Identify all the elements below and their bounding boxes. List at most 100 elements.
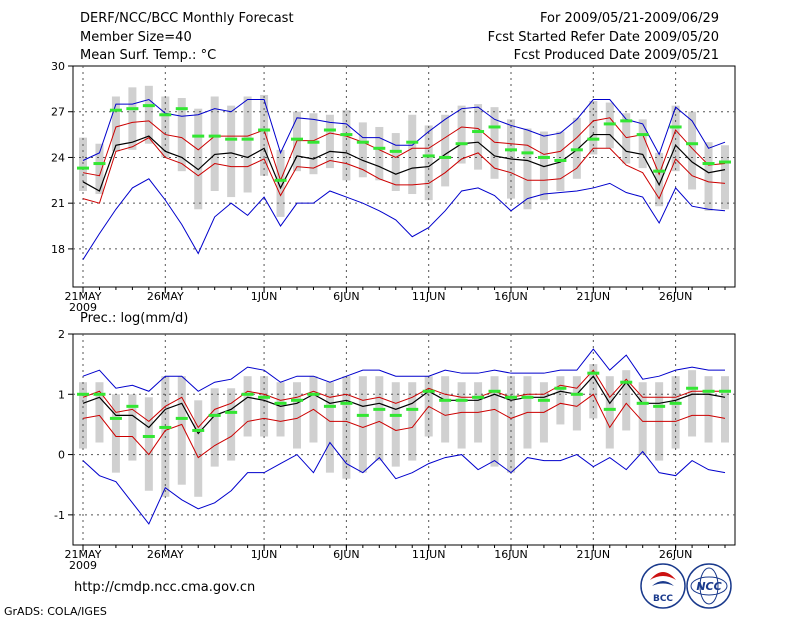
median-marker <box>291 398 303 402</box>
x-tick-label: 6JUN <box>333 290 360 303</box>
x-tick-label: 1JUN <box>251 548 278 561</box>
y-tick-label: 21 <box>51 197 65 210</box>
median-marker <box>274 401 287 405</box>
ncc-logo-text: NCC <box>696 580 721 593</box>
series-line-min <box>82 98 726 161</box>
ensemble-box <box>309 113 318 175</box>
median-marker <box>488 389 501 393</box>
median-marker <box>653 404 666 408</box>
ensemble-box <box>95 143 104 195</box>
y-tick-label: 27 <box>51 106 65 119</box>
median-marker <box>406 407 419 411</box>
plot-frame <box>72 333 736 546</box>
ensemble-box <box>358 376 367 473</box>
ensemble-box <box>375 126 384 181</box>
ensemble-box <box>638 119 647 169</box>
median-marker <box>702 162 715 166</box>
temperature-panel: 18 21 24 27 30 21MAY 26MAY 1JUN 6JUN 11JUN 16JUN 21… <box>51 60 736 314</box>
variable-label: Mean Surf. Temp.: °C <box>80 48 217 63</box>
ensemble-box <box>260 94 269 176</box>
x-year-label: 2009 <box>69 559 97 572</box>
median-marker <box>603 122 616 126</box>
median-marker <box>126 107 139 111</box>
x-tick-label: 6JUN <box>333 548 360 561</box>
ensemble-box <box>227 105 236 198</box>
median-marker <box>340 401 353 405</box>
ensemble-box <box>227 388 236 461</box>
median-marker <box>356 413 369 417</box>
ensemble-box <box>177 376 186 485</box>
median-marker <box>109 108 122 112</box>
y-tick-label: 30 <box>51 60 65 73</box>
chart-title: DERF/NCC/BCC Monthly Forecast <box>80 11 294 26</box>
y-tick-label: 18 <box>51 243 65 256</box>
plot-frame <box>72 65 736 288</box>
median-marker <box>373 407 386 411</box>
median-marker <box>669 401 682 405</box>
series-line-max <box>82 178 726 260</box>
ensemble-box <box>210 388 219 467</box>
ensemble-box <box>408 114 417 195</box>
median-marker <box>653 169 666 173</box>
ensemble-box <box>144 85 153 144</box>
x-tick-label: 21MAY <box>65 290 102 303</box>
ensemble-box <box>490 107 499 179</box>
ensemble-box <box>243 376 252 437</box>
ensemble-box <box>523 128 532 210</box>
ensemble-box <box>704 142 713 211</box>
forecast-period: For 2009/05/21-2009/06/29 <box>540 11 719 26</box>
series-line-upper <box>82 117 726 182</box>
median-marker <box>389 149 402 153</box>
ensemble-box <box>276 382 285 437</box>
series-line-min <box>82 441 726 525</box>
ensemble-box <box>622 113 631 164</box>
median-marker <box>422 154 435 158</box>
median-marker <box>225 137 238 141</box>
ensemble-box <box>243 96 252 193</box>
ensemble-box <box>325 114 334 169</box>
series-line-max <box>82 348 725 392</box>
ensemble-box <box>589 364 598 419</box>
median-marker <box>93 392 106 396</box>
median-marker <box>439 398 452 402</box>
ensemble-box <box>622 370 631 431</box>
median-marker <box>570 392 583 396</box>
x-tick-label: 21JUN <box>577 548 611 561</box>
median-marker <box>505 148 517 152</box>
ensemble-box <box>79 382 87 449</box>
median-marker <box>570 148 583 152</box>
median-marker <box>505 395 517 399</box>
ensemble-box <box>605 102 614 149</box>
median-marker <box>126 404 139 408</box>
median-marker <box>389 413 402 417</box>
ensemble-box <box>358 122 367 178</box>
median-marker <box>719 160 731 164</box>
ensemble-box <box>111 96 120 152</box>
median-marker <box>323 404 336 408</box>
precip-label: Prec.: log(mm/d) <box>80 311 189 326</box>
ensemble-box <box>605 376 614 449</box>
median-marker <box>93 162 106 166</box>
median-marker <box>159 113 172 117</box>
y-tick-label: 24 <box>51 151 65 164</box>
y-tick-label: 0 <box>58 449 65 462</box>
median-marker <box>521 151 534 155</box>
ensemble-box <box>144 397 153 491</box>
ensemble-box <box>490 376 499 467</box>
grads-credit: GrADS: COLA/IGES <box>4 605 107 618</box>
ensemble-box <box>111 394 120 473</box>
median-marker <box>258 128 271 132</box>
ncc-logo: NCC <box>686 563 732 609</box>
median-marker <box>587 137 600 141</box>
ensemble-box <box>391 133 400 191</box>
median-marker <box>225 410 238 414</box>
ensemble-box <box>556 376 565 425</box>
median-marker <box>554 386 567 390</box>
ensemble-box <box>391 382 400 467</box>
median-marker <box>603 407 616 411</box>
ensemble-box <box>638 382 647 455</box>
ensemble-box <box>79 137 87 191</box>
ensemble-box <box>721 376 729 443</box>
median-marker <box>620 119 633 123</box>
